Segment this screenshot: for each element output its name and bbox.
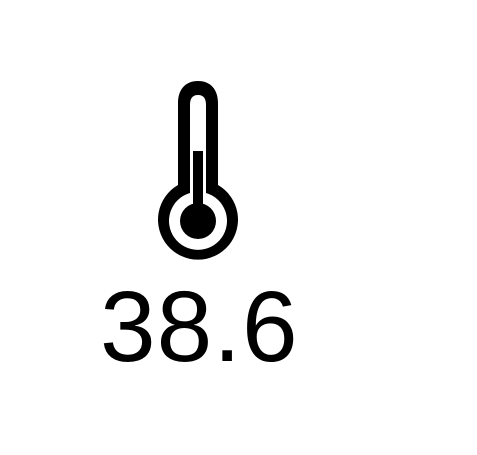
thermometer-graphic [158,81,238,260]
thermometer-icon [150,75,246,265]
thermometer-bulb [180,203,216,239]
thermometer-outline [158,81,238,260]
temperature-reading: 38.6 [100,271,299,383]
thermometer-mercury [193,151,203,219]
